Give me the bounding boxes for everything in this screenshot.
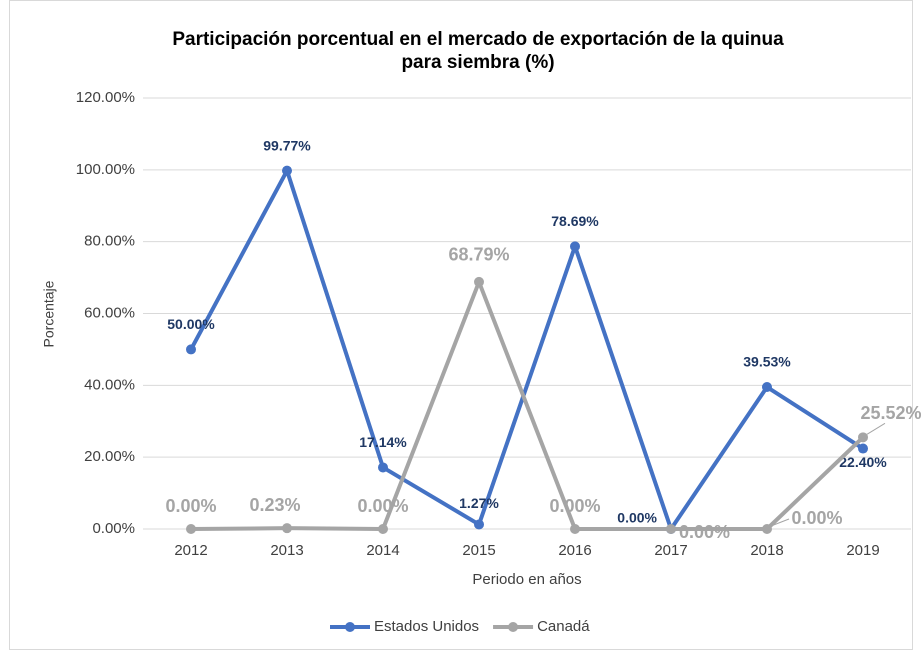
series-line [190, 279, 865, 531]
x-axis-title: Periodo en años [472, 571, 581, 588]
data-point [666, 524, 676, 534]
y-tick-label: 20.00% [84, 448, 135, 465]
data-point [858, 443, 868, 454]
data-point [762, 524, 772, 534]
data-point [378, 524, 388, 534]
chart-title: para siembra (%) [401, 52, 554, 73]
data-label: 68.79% [448, 245, 509, 265]
x-tick-label: 2019 [846, 542, 879, 559]
y-tick-label: 80.00% [84, 233, 135, 250]
data-label: 78.69% [551, 213, 599, 229]
data-label: 1.27% [459, 495, 499, 511]
data-label: 99.77% [263, 137, 311, 153]
y-tick-label: 120.00% [76, 89, 135, 106]
chart-title: Participación porcentual en el mercado d… [172, 29, 784, 50]
data-label: 17.14% [359, 434, 407, 450]
y-axis-title: Porcentaje [41, 280, 57, 347]
data-label: 25.52% [860, 403, 921, 423]
data-label: 0.00% [165, 496, 216, 516]
data-point [378, 462, 388, 473]
data-point [570, 524, 580, 534]
data-label: 0.00% [549, 496, 600, 516]
data-point [282, 165, 292, 176]
y-tick-label: 0.00% [92, 520, 135, 537]
data-point [474, 276, 484, 287]
x-tick-label: 2013 [270, 542, 303, 559]
data-point [858, 432, 868, 443]
data-label: 0.23% [249, 495, 300, 515]
y-tick-label: 60.00% [84, 304, 135, 321]
legend-label: Canadá [537, 618, 590, 635]
data-label: 0.00% [791, 508, 842, 528]
data-label: 22.40% [839, 454, 887, 470]
x-tick-label: 2015 [462, 542, 495, 559]
x-tick-label: 2016 [558, 542, 591, 559]
data-label: 0.00% [617, 510, 657, 526]
series-line [189, 168, 865, 531]
legend-marker [508, 622, 519, 632]
x-tick-label: 2012 [174, 542, 207, 559]
y-tick-label: 100.00% [76, 161, 135, 178]
data-label: 50.00% [167, 316, 215, 332]
data-point [282, 523, 292, 534]
data-label: 0.00% [679, 522, 730, 542]
data-point [762, 382, 772, 393]
leader-line [866, 422, 886, 435]
leader-line [770, 518, 790, 527]
y-tick-label: 40.00% [84, 376, 135, 393]
data-label: 39.53% [743, 354, 791, 370]
x-tick-label: 2017 [654, 542, 687, 559]
data-point [570, 241, 580, 252]
data-point [186, 524, 196, 534]
x-tick-label: 2018 [750, 542, 783, 559]
x-tick-label: 2014 [366, 542, 399, 559]
data-label: 0.00% [357, 496, 408, 516]
data-point [186, 344, 196, 355]
legend-marker [345, 622, 355, 632]
data-point [474, 519, 484, 530]
legend-label: Estados Unidos [374, 618, 479, 635]
